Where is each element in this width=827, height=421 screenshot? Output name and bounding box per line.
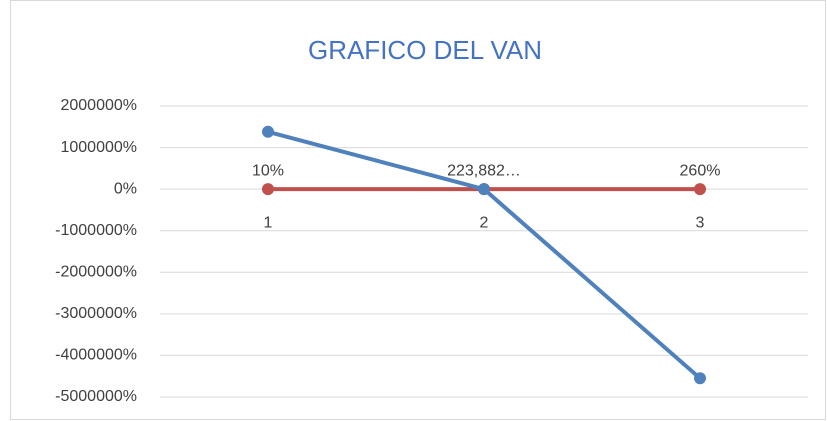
data-label: 10%: [252, 162, 284, 179]
x-tick-label: 3: [696, 214, 705, 231]
data-point: [694, 183, 706, 196]
chart-border: [10, 0, 826, 420]
y-tick-label: -5000000%: [55, 388, 137, 405]
y-tick-label: 0%: [114, 180, 137, 197]
x-tick-label: 2: [480, 214, 489, 231]
data-label: 223,882…: [447, 162, 521, 179]
data-label: 260%: [680, 162, 721, 179]
data-point: [694, 372, 706, 385]
y-tick-label: -1000000%: [55, 222, 137, 239]
y-tick-label: 2000000%: [60, 97, 137, 114]
y-tick-label: -3000000%: [55, 305, 137, 322]
data-point: [262, 125, 274, 138]
data-point: [478, 183, 490, 196]
y-tick-label: -2000000%: [55, 264, 137, 281]
chart-title: GRAFICO DEL VAN: [308, 35, 542, 65]
y-tick-label: 1000000%: [60, 139, 137, 156]
data-point: [262, 183, 274, 196]
y-tick-label: -4000000%: [55, 347, 137, 364]
x-tick-label: 1: [264, 214, 273, 231]
